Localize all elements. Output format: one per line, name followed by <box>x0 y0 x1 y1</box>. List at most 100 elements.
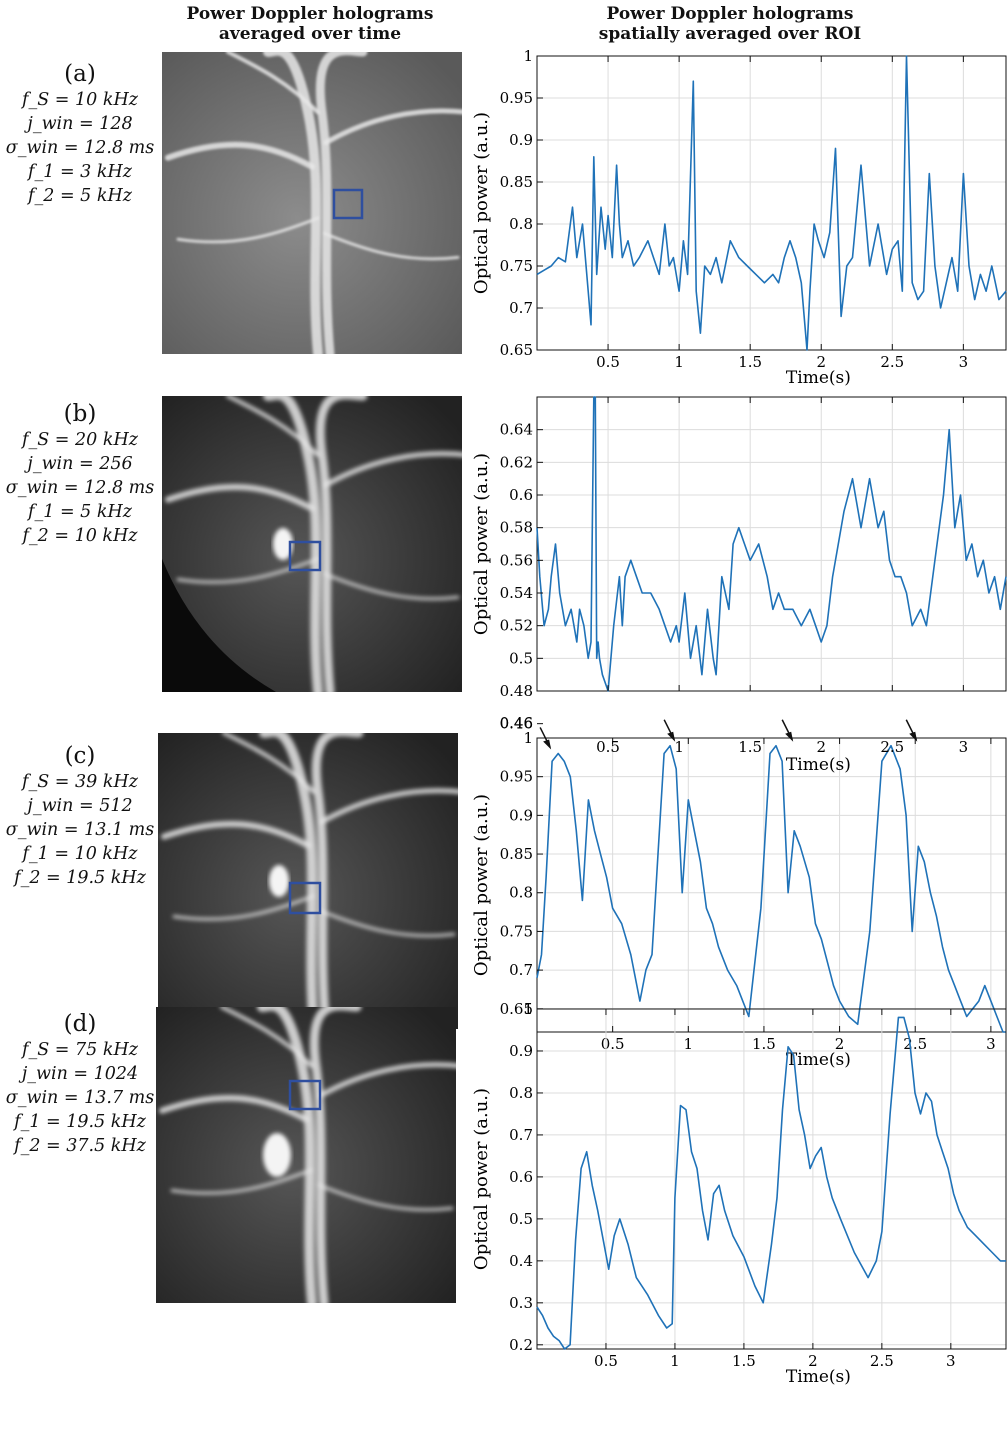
param-f1: f_1 = 5 kHz <box>28 502 132 522</box>
series-line <box>536 744 1006 1033</box>
panel-params-d: (d) f_S = 75 kHz j_win = 1024 σ_win = 13.7 … <box>0 1010 160 1158</box>
param-fs: f_S = 39 kHz <box>22 772 138 792</box>
y-tick-label: 0.95 <box>500 768 533 786</box>
plot-frame <box>536 55 1007 351</box>
y-tick-label: 0.62 <box>500 453 533 471</box>
y-tick-label: 0.9 <box>509 131 533 149</box>
right-header-line-1: Power Doppler holograms <box>606 4 854 24</box>
panel-letter: (b) <box>63 401 97 427</box>
y-tick-label: 0.2 <box>509 1336 533 1354</box>
param-f1: f_1 = 3 kHz <box>28 162 132 182</box>
y-axis-label: Optical power (a.u.) <box>471 1088 492 1270</box>
series-line <box>536 1016 1006 1350</box>
y-axis-label: Optical power (a.u.) <box>471 112 492 294</box>
x-axis-label: Time(s) <box>786 1367 851 1387</box>
hologram-image-a <box>162 52 462 354</box>
y-tick-label: 0.9 <box>509 806 533 824</box>
panel-params-b: (b) f_S = 20 kHz j_win = 256 σ_win = 12.8 m… <box>0 400 160 548</box>
param-jwin: j_win = 512 <box>27 796 133 816</box>
param-sigma: σ_win = 12.8 ms <box>5 138 155 158</box>
signal-chart-d: 0.5 1 1.5 2 2.5 3 0.2 0.3 0.4 0.5 0.6 0.7 0.8 0.9 1 Tim… <box>471 1000 1007 1387</box>
roi-box <box>288 540 322 572</box>
x-tick-label: 2 <box>816 738 826 756</box>
param-f1: f_1 = 10 kHz <box>22 844 138 864</box>
x-tick-label: 2.5 <box>880 738 904 756</box>
y-tick-label: 0.46 <box>500 714 533 732</box>
param-jwin: j_win = 128 <box>27 114 133 134</box>
left-column-header: Power Doppler holograms averaged over ti… <box>160 4 460 44</box>
y-tick-label: 0.56 <box>500 551 533 569</box>
x-tick-label: 1 <box>674 353 684 371</box>
y-tick-label: 0.64 <box>500 421 533 439</box>
x-tick-label: 0.5 <box>601 1035 625 1053</box>
param-sigma: σ_win = 13.7 ms <box>5 1088 155 1108</box>
y-tick-label: 0.85 <box>500 845 533 863</box>
y-tick-label: 0.52 <box>500 617 533 635</box>
plot-frame <box>536 396 1007 692</box>
param-f2: f_2 = 5 kHz <box>28 186 132 206</box>
y-tick-label: 0.75 <box>500 922 533 940</box>
left-header-line-1: Power Doppler holograms <box>186 4 434 24</box>
roi-box <box>288 1079 322 1111</box>
series-line <box>536 396 1007 692</box>
y-tick-label: 0.54 <box>500 584 533 602</box>
roi-box <box>332 188 364 220</box>
x-tick-label: 1 <box>684 1035 694 1053</box>
param-f2: f_2 = 37.5 kHz <box>14 1136 146 1156</box>
y-axis-label: Optical power (a.u.) <box>471 794 492 976</box>
arrow-head <box>785 731 794 742</box>
y-axis-label: Optical power (a.u.) <box>471 453 492 635</box>
x-tick-label: 2 <box>808 1352 818 1370</box>
plot-frame <box>536 1008 1007 1350</box>
x-tick-label: 1.5 <box>738 353 762 371</box>
right-column-header: Power Doppler holograms spatially averag… <box>560 4 900 44</box>
param-fs: f_S = 75 kHz <box>22 1040 138 1060</box>
y-tick-label: 1 <box>523 729 533 747</box>
param-f2: f_2 = 10 kHz <box>22 526 138 546</box>
y-tick-label: 0.4 <box>509 1252 533 1270</box>
x-tick-label: 3 <box>986 1035 996 1053</box>
param-fs: f_S = 20 kHz <box>22 430 138 450</box>
param-jwin: j_win = 256 <box>27 454 133 474</box>
x-tick-label: 3 <box>946 1352 956 1370</box>
x-tick-label: 0.5 <box>594 1352 618 1370</box>
y-tick-label: 0.3 <box>509 1294 533 1312</box>
signal-chart-c: 0.5 1 1.5 2 2.5 3 0.65 0.7 0.75 0.8 0.85 0.9 0.95 1 Ti… <box>471 719 1007 1070</box>
x-tick-label: 2 <box>835 1035 845 1053</box>
y-tick-label: 0.9 <box>509 1042 533 1060</box>
panel-params-c: (c) f_S = 39 kHz j_win = 512 σ_win = 13.1 m… <box>0 742 160 890</box>
x-tick-label: 0.5 <box>596 353 620 371</box>
x-tick-label: 3 <box>959 738 969 756</box>
left-header-line-2: averaged over time <box>218 24 402 44</box>
param-sigma: σ_win = 13.1 ms <box>5 820 155 840</box>
hologram-image-b <box>162 396 462 692</box>
param-f1: f_1 = 19.5 kHz <box>14 1112 146 1132</box>
x-tick-label: 1.5 <box>752 1035 776 1053</box>
hologram-image-d <box>156 1007 456 1303</box>
y-tick-label: 0.8 <box>509 884 533 902</box>
arrow-head <box>909 731 918 742</box>
signal-chart-b: 0.46 0.48 0.5 0.52 0.54 0.56 0.58 0.6 0.62 0.64 Op… <box>471 396 1007 733</box>
y-tick-label: 0.6 <box>509 1168 533 1186</box>
y-tick-label: 0.8 <box>509 1084 533 1102</box>
panel-letter: (c) <box>64 743 96 769</box>
signal-chart-a: 0.5 1 1.5 2 2.5 3 0.65 0.7 0.75 0.8 0.85 0.9 0.95 1 Ti… <box>471 47 1007 388</box>
y-tick-label: 1 <box>523 1000 533 1018</box>
x-tick-label: 2.5 <box>870 1352 894 1370</box>
arrow-head <box>667 731 676 742</box>
y-tick-label: 0.75 <box>500 257 533 275</box>
roi-box <box>288 881 322 915</box>
y-tick-label: 0.85 <box>500 173 533 191</box>
y-tick-label: 0.46 <box>500 715 533 733</box>
y-tick-label: 0.58 <box>500 519 533 537</box>
panel-letter: (d) <box>63 1011 97 1037</box>
panel-params-a: (a) f_S = 10 kHz j_win = 128 σ_win = 12.8 m… <box>0 60 160 208</box>
x-tick-label: 1.5 <box>738 738 762 756</box>
param-f2: f_2 = 19.5 kHz <box>14 868 146 888</box>
x-axis-label: Time(s) <box>786 1050 851 1070</box>
x-tick-label: 1 <box>674 738 684 756</box>
arrow-head <box>543 739 552 750</box>
x-tick-label: 2 <box>816 353 826 371</box>
x-axis-label: Time(s) <box>786 755 851 775</box>
panel-letter: (a) <box>64 61 96 87</box>
